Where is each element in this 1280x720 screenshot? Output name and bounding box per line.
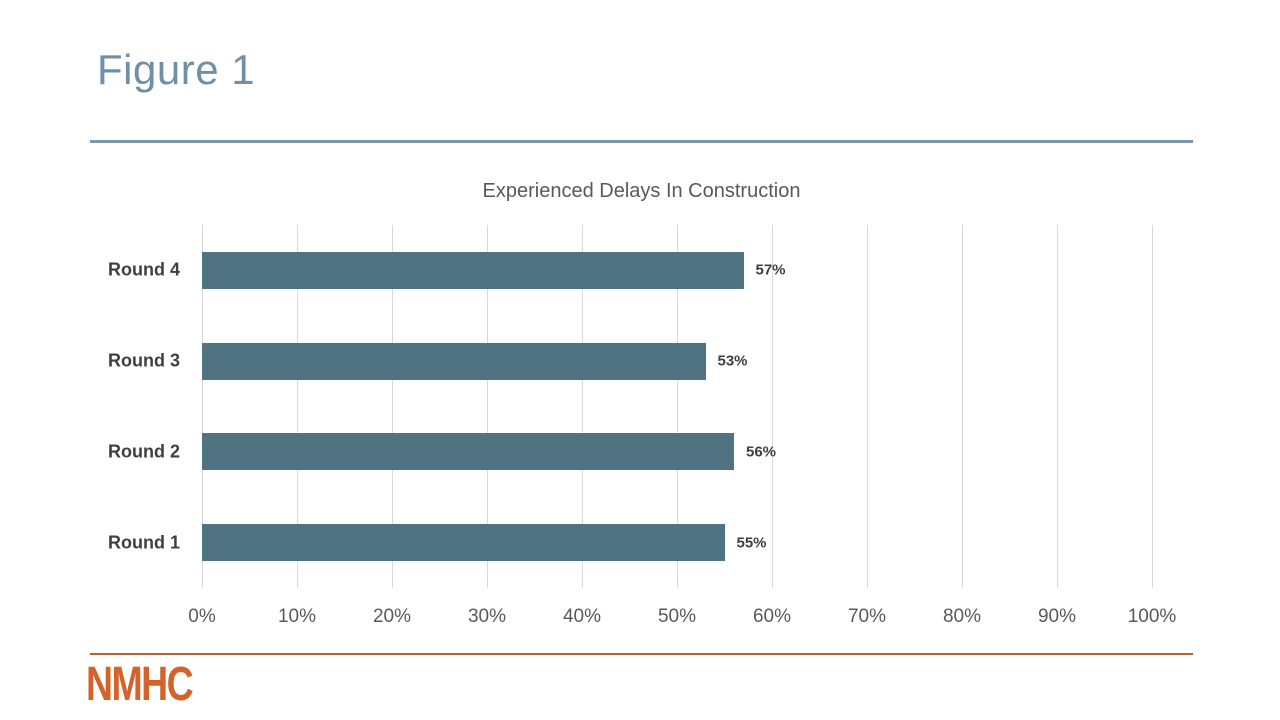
x-axis-tick-label: 70% [847, 606, 887, 627]
category-label: Round 4 [108, 259, 180, 280]
category-label: Round 3 [108, 350, 180, 371]
gridline [392, 225, 393, 588]
x-axis-tick-label: 0% [188, 606, 216, 627]
gridline [962, 225, 963, 588]
gridline [582, 225, 583, 588]
bar-round-3 [202, 342, 706, 380]
x-axis-tick-label: 10% [277, 606, 317, 627]
x-axis-tick-label: 40% [562, 606, 602, 627]
category-label: Round 1 [108, 532, 180, 553]
bar-round-2 [202, 433, 734, 471]
gridline [1152, 225, 1153, 588]
x-axis-tick-label: 90% [1037, 606, 1077, 627]
x-axis-tick-label: 20% [372, 606, 412, 627]
gridline [202, 225, 203, 588]
chart-title: Experienced Delays In Construction [482, 180, 801, 202]
gridline [297, 225, 298, 588]
gridline [487, 225, 488, 588]
plot-area: 57% 53% 56% 55% [202, 225, 1153, 588]
value-label: 55% [736, 534, 767, 552]
category-label: Round 2 [108, 441, 180, 462]
nmhc-logo: NMHC [86, 658, 194, 711]
x-axis-tick-label: 100% [1127, 606, 1177, 627]
figure-label: Figure 1 [97, 46, 256, 93]
gridline [772, 225, 773, 588]
bar-round-4 [202, 251, 744, 289]
value-label: 57% [755, 261, 786, 279]
bar-round-1 [202, 524, 725, 562]
title-divider [90, 140, 1193, 143]
x-axis-tick-label: 30% [467, 606, 507, 627]
gridline [867, 225, 868, 588]
x-axis-tick-label: 80% [942, 606, 982, 627]
gridline [677, 225, 678, 588]
value-label: 53% [717, 352, 748, 370]
value-label: 56% [746, 443, 777, 461]
gridline [1057, 225, 1058, 588]
footer-rule [90, 653, 1193, 655]
x-axis-tick-label: 50% [657, 606, 697, 627]
x-axis-tick-label: 60% [752, 606, 792, 627]
